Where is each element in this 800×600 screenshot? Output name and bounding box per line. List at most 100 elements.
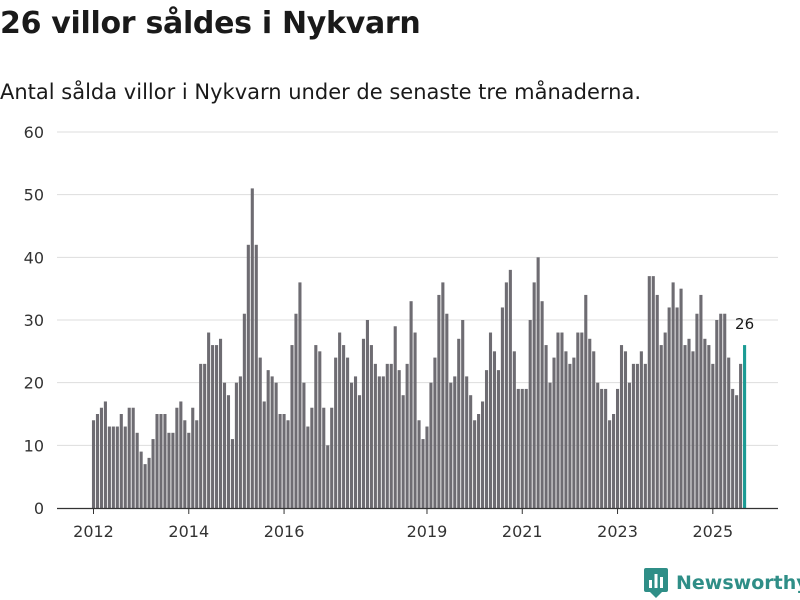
- bar: [421, 439, 425, 508]
- bar: [393, 326, 397, 508]
- bar: [639, 351, 643, 508]
- bar: [675, 307, 679, 508]
- bar: [338, 332, 342, 508]
- bar: [151, 439, 155, 508]
- bar: [651, 276, 655, 508]
- bar: [572, 357, 576, 508]
- bar: [127, 407, 131, 508]
- bar: [473, 420, 477, 508]
- bar: [342, 345, 346, 508]
- bar: [711, 363, 715, 508]
- bar: [389, 363, 393, 508]
- bar: [131, 407, 135, 508]
- bar: [226, 395, 231, 508]
- bar: [540, 301, 544, 508]
- y-tick-label: 50: [24, 186, 44, 205]
- bar: [353, 376, 358, 508]
- bar: [683, 345, 687, 508]
- bar: [500, 307, 504, 508]
- bar: [195, 420, 199, 508]
- bar: [95, 414, 100, 508]
- bar: [727, 357, 731, 508]
- bar: [397, 370, 401, 508]
- bar: [242, 313, 246, 508]
- bar: [576, 332, 580, 508]
- bar: [123, 426, 127, 508]
- bar: [306, 426, 310, 508]
- y-tick-label: 30: [24, 311, 44, 330]
- bar: [167, 432, 171, 508]
- bar: [183, 420, 187, 508]
- bar: [147, 457, 151, 508]
- bar: [445, 313, 449, 508]
- bar: [425, 426, 429, 508]
- bar: [600, 388, 604, 508]
- bar: [536, 257, 540, 508]
- bar: [719, 313, 723, 508]
- bar: [191, 407, 195, 508]
- newsworthy-logo-icon: [644, 568, 668, 598]
- bar: [731, 388, 735, 508]
- y-tick-label: 40: [24, 248, 44, 267]
- bar: [99, 407, 103, 508]
- x-tick-label: 2014: [168, 522, 209, 541]
- bar: [580, 332, 584, 508]
- bar: [584, 294, 588, 508]
- bar: [635, 363, 639, 508]
- bar: [346, 357, 350, 508]
- brand: Newsworthy: [644, 566, 800, 600]
- bar: [258, 357, 262, 508]
- x-tick-label: 2012: [73, 522, 114, 541]
- bar: [211, 345, 215, 508]
- bar: [560, 332, 564, 508]
- chart-subtitle: Antal sålda villor i Nykvarn under de se…: [0, 80, 642, 104]
- bar: [623, 351, 628, 508]
- bar: [612, 414, 616, 508]
- bar: [175, 407, 179, 508]
- y-tick-label: 60: [24, 123, 44, 142]
- bar: [199, 363, 203, 508]
- bar: [119, 414, 123, 508]
- bar: [481, 401, 485, 508]
- bar: [139, 451, 143, 508]
- bar: [155, 414, 159, 508]
- bar: [520, 388, 524, 508]
- bar: [230, 439, 234, 508]
- bar: [417, 420, 421, 508]
- bar: [270, 376, 274, 508]
- brand-name: Newsworthy: [676, 572, 800, 594]
- bar: [548, 382, 552, 508]
- bar: [373, 363, 377, 508]
- bar: [619, 345, 624, 508]
- bar: [643, 363, 647, 508]
- bar: [484, 370, 489, 508]
- bar: [691, 351, 695, 508]
- bar: [457, 338, 461, 508]
- bar: [433, 357, 437, 508]
- bar: [608, 420, 612, 508]
- chart-title: 26 villor såldes i Nykvarn: [0, 6, 421, 41]
- bar: [477, 414, 481, 508]
- x-tick-label: 2021: [502, 522, 543, 541]
- x-tick-label: 2025: [692, 522, 733, 541]
- bar: [671, 282, 675, 508]
- bar: [334, 357, 338, 508]
- bar: [453, 376, 457, 508]
- bar: [385, 363, 389, 508]
- bar: [215, 345, 219, 508]
- bar: [278, 414, 282, 508]
- bar: [222, 382, 227, 508]
- bar: [238, 376, 242, 508]
- y-tick-label: 0: [34, 499, 44, 518]
- bar: [107, 426, 111, 508]
- data-label-latest: 26: [735, 315, 754, 333]
- x-tick-label: 2023: [597, 522, 638, 541]
- bar: [218, 338, 223, 508]
- bar: [361, 338, 366, 508]
- bar: [207, 332, 211, 508]
- bar: [735, 395, 739, 508]
- bar: [282, 414, 286, 508]
- bar: [286, 420, 290, 508]
- bar: [556, 332, 560, 508]
- bar: [631, 363, 635, 508]
